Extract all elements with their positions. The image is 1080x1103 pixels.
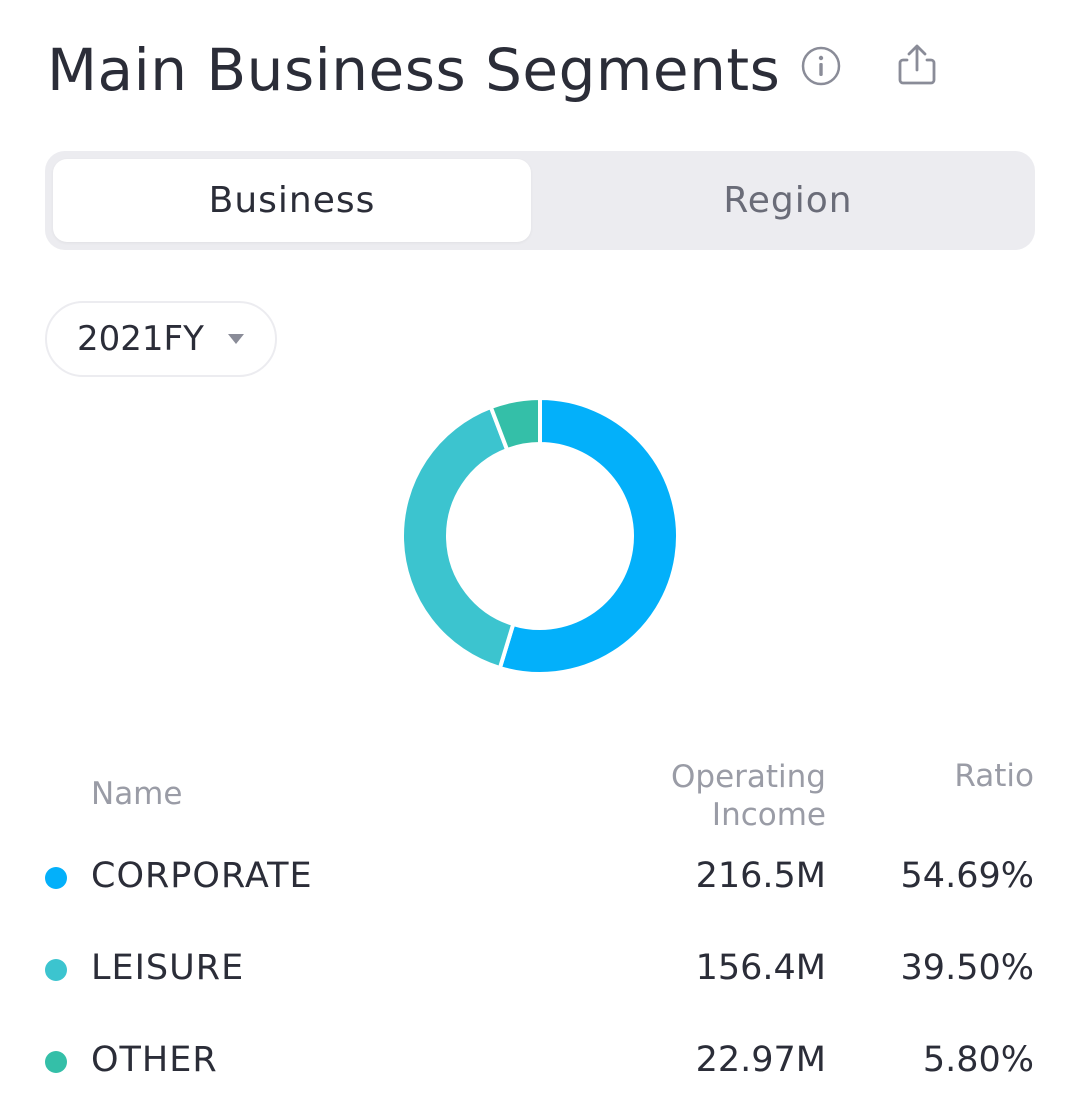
- info-circle-icon[interactable]: [800, 45, 842, 87]
- column-header-operating-income: Operating Income: [606, 758, 826, 834]
- column-header-name: Name: [91, 776, 183, 812]
- table-header: Name Operating Income Ratio: [0, 756, 1080, 836]
- tab-region[interactable]: Region: [723, 180, 853, 221]
- legend-dot: [45, 867, 67, 889]
- donut-slice-corporate[interactable]: [497, 396, 680, 676]
- legend-dot: [45, 959, 67, 981]
- row-income: 156.4M: [695, 948, 826, 988]
- column-header-ratio: Ratio: [954, 758, 1034, 794]
- row-name: OTHER: [91, 1040, 218, 1080]
- column-header-income-line1: Operating: [671, 759, 826, 795]
- donut-slice-leisure[interactable]: [400, 404, 516, 671]
- table-row[interactable]: CORPORATE 216.5M 54.69%: [0, 848, 1080, 908]
- row-name: CORPORATE: [91, 856, 313, 896]
- row-ratio: 5.80%: [922, 1040, 1034, 1080]
- table-row[interactable]: OTHER 22.97M 5.80%: [0, 1032, 1080, 1092]
- period-selected-label: 2021FY: [77, 319, 204, 359]
- row-ratio: 39.50%: [900, 948, 1034, 988]
- page-title: Main Business Segments: [47, 36, 781, 104]
- donut-slice-other[interactable]: [488, 396, 542, 453]
- segment-tabs: Business Region: [45, 151, 1035, 250]
- table-row[interactable]: LEISURE 156.4M 39.50%: [0, 940, 1080, 1000]
- segments-donut-chart: [400, 396, 680, 676]
- share-icon[interactable]: [895, 42, 939, 88]
- row-income: 216.5M: [695, 856, 826, 896]
- row-ratio: 54.69%: [900, 856, 1034, 896]
- row-income: 22.97M: [695, 1040, 826, 1080]
- legend-dot: [45, 1051, 67, 1073]
- row-name: LEISURE: [91, 948, 245, 988]
- caret-down-icon: [227, 334, 244, 344]
- column-header-income-line2: Income: [711, 797, 826, 833]
- period-selector[interactable]: 2021FY: [45, 301, 277, 377]
- tab-business[interactable]: Business: [53, 159, 531, 242]
